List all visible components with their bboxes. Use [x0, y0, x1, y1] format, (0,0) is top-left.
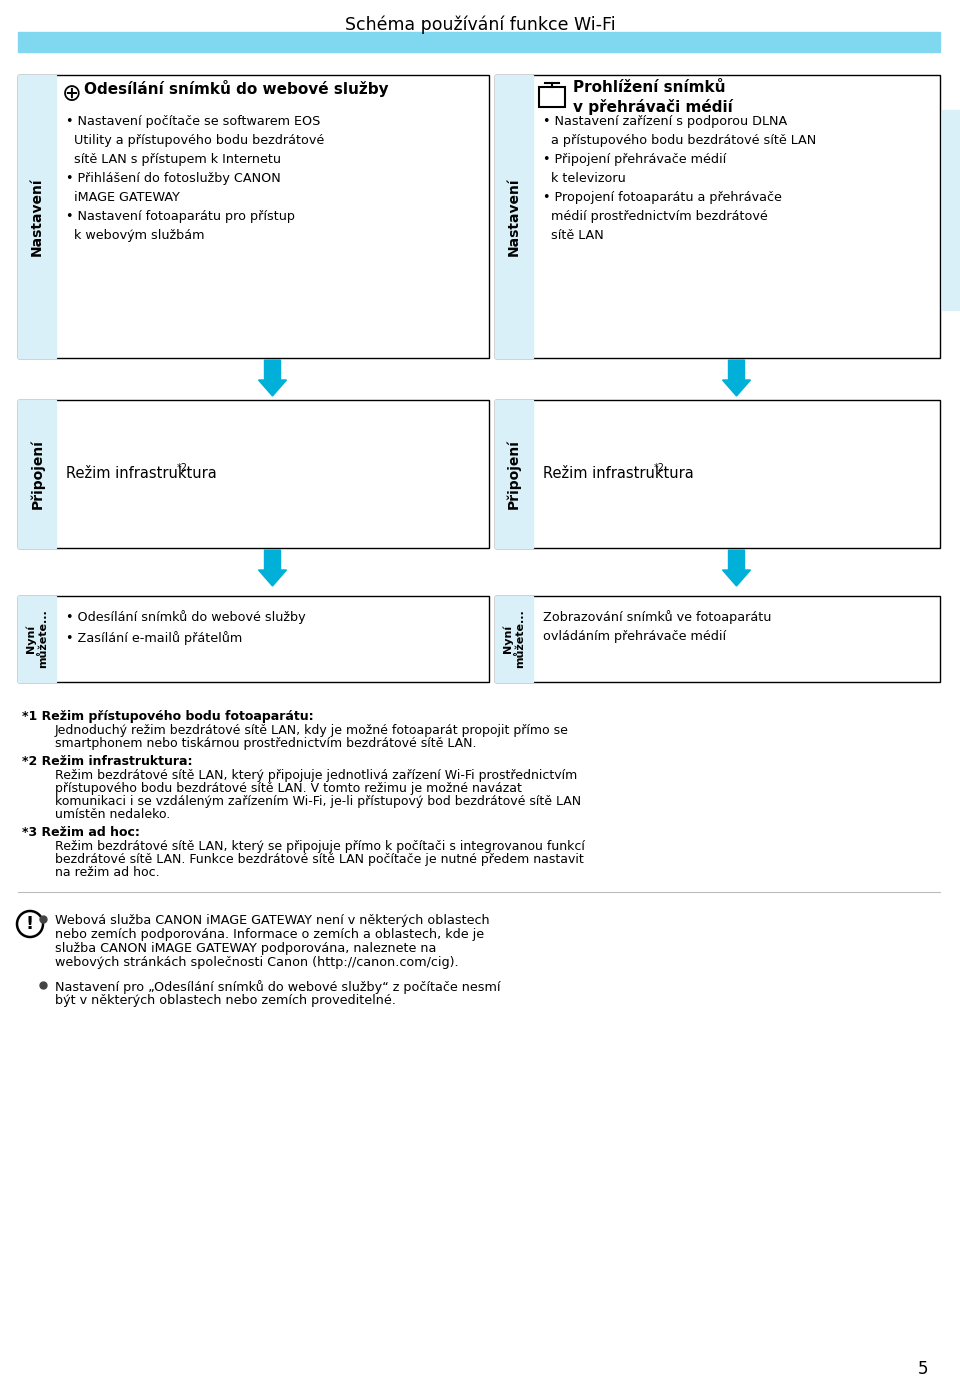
- Text: *2: *2: [654, 464, 665, 473]
- Text: Nyní
můžete...: Nyní můžete...: [26, 610, 48, 668]
- FancyArrow shape: [258, 361, 286, 395]
- Bar: [18, 400, 489, 548]
- Bar: [18, 75, 489, 358]
- Text: • Nastavení zařízení s podporou DLNA
  a přístupového bodu bezdrátové sítě LAN
•: • Nastavení zařízení s podporou DLNA a p…: [543, 116, 816, 242]
- Bar: [18, 32, 940, 52]
- Text: služba CANON iMAGE GATEWAY podporována, naleznete na: služba CANON iMAGE GATEWAY podporována, …: [55, 942, 437, 955]
- Text: být v některých oblastech nebo zemích proveditelné.: být v některých oblastech nebo zemích pr…: [55, 994, 396, 1006]
- Bar: [18, 400, 56, 548]
- Text: Režim bezdrátové sítě LAN, který se připojuje přímo k počítači s integrovanou fu: Režim bezdrátové sítě LAN, který se přip…: [55, 839, 585, 853]
- Text: komunikaci i se vzdáleným zařízením Wi-Fi, je-li přístupový bod bezdrátové sítě : komunikaci i se vzdáleným zařízením Wi-F…: [55, 795, 581, 807]
- Text: Prohlížení snímků
v přehrávači médií: Prohlížení snímků v přehrávači médií: [573, 79, 732, 116]
- Bar: [495, 75, 940, 358]
- Text: • Odesílání snímků do webové služby
• Zasílání e-mailů přátelům: • Odesílání snímků do webové služby • Za…: [66, 610, 305, 644]
- FancyArrow shape: [258, 550, 286, 586]
- Text: bezdrátové sítě LAN. Funkce bezdrátové sítě LAN počítače je nutné předem nastavi: bezdrátové sítě LAN. Funkce bezdrátové s…: [55, 853, 584, 866]
- Text: Připojení: Připojení: [507, 438, 521, 509]
- Text: Webová služba CANON iMAGE GATEWAY není v některých oblastech: Webová služba CANON iMAGE GATEWAY není v…: [55, 915, 490, 927]
- Text: umístěn nedaleko.: umístěn nedaleko.: [55, 807, 170, 821]
- Bar: [495, 400, 533, 548]
- Text: *2 Režim infrastruktura:: *2 Režim infrastruktura:: [22, 754, 193, 768]
- Text: nebo zemích podporována. Informace o zemích a oblastech, kde je: nebo zemích podporována. Informace o zem…: [55, 928, 484, 941]
- Text: smartphonem nebo tiskárnou prostřednictvím bezdrátové sítě LAN.: smartphonem nebo tiskárnou prostřednictv…: [55, 736, 476, 750]
- Text: Zobrazování snímků ve fotoaparátu
ovládáním přehrávače médií: Zobrazování snímků ve fotoaparátu ovládá…: [543, 610, 772, 643]
- Text: !: !: [26, 915, 34, 933]
- Text: Nastavení pro „Odesílání snímků do webové služby“ z počítače nesmí: Nastavení pro „Odesílání snímků do webov…: [55, 980, 500, 994]
- Text: Nastavení: Nastavení: [30, 177, 44, 256]
- Text: Režim bezdrátové sítě LAN, který připojuje jednotlivá zařízení Wi-Fi prostřednic: Režim bezdrátové sítě LAN, který připoju…: [55, 768, 577, 782]
- Text: *2: *2: [177, 464, 188, 473]
- Text: Nastavení: Nastavení: [507, 177, 521, 256]
- Text: Nyní
můžete...: Nyní můžete...: [503, 610, 525, 668]
- Text: přístupového bodu bezdrátové sítě LAN. V tomto režimu je možné navázat: přístupového bodu bezdrátové sítě LAN. V…: [55, 782, 522, 795]
- Bar: [495, 596, 533, 682]
- Text: 5: 5: [918, 1360, 928, 1378]
- Bar: [18, 596, 489, 682]
- Text: Odesílání snímků do webové služby: Odesílání snímků do webové služby: [84, 79, 389, 97]
- Bar: [942, 110, 960, 310]
- Text: Připojení: Připojení: [30, 438, 44, 509]
- Bar: [495, 400, 940, 548]
- Bar: [495, 75, 533, 358]
- Text: Schéma používání funkce Wi-Fi: Schéma používání funkce Wi-Fi: [345, 15, 615, 33]
- Text: webových stránkách společnosti Canon (http://canon.com/cig).: webových stránkách společnosti Canon (ht…: [55, 956, 459, 969]
- Text: Jednoduchý režim bezdrátové sítě LAN, kdy je možné fotoaparát propojit přímo se: Jednoduchý režim bezdrátové sítě LAN, kd…: [55, 724, 569, 736]
- Text: *3 Režim ad hoc:: *3 Režim ad hoc:: [22, 825, 140, 839]
- Text: na režim ad hoc.: na režim ad hoc.: [55, 866, 159, 878]
- FancyArrow shape: [723, 550, 751, 586]
- Text: *1 Režim přístupového bodu fotoaparátu:: *1 Režim přístupového bodu fotoaparátu:: [22, 710, 314, 722]
- Text: • Nastavení počítače se softwarem EOS
  Utility a přístupového bodu bezdrátové
 : • Nastavení počítače se softwarem EOS Ut…: [66, 116, 324, 242]
- Bar: [18, 75, 56, 358]
- Text: ⊕: ⊕: [62, 82, 82, 106]
- Text: Režim infrastruktura: Režim infrastruktura: [66, 466, 217, 482]
- Bar: [539, 86, 565, 107]
- Bar: [495, 596, 940, 682]
- FancyArrow shape: [723, 361, 751, 395]
- Text: Režim infrastruktura: Režim infrastruktura: [543, 466, 694, 482]
- Bar: [18, 596, 56, 682]
